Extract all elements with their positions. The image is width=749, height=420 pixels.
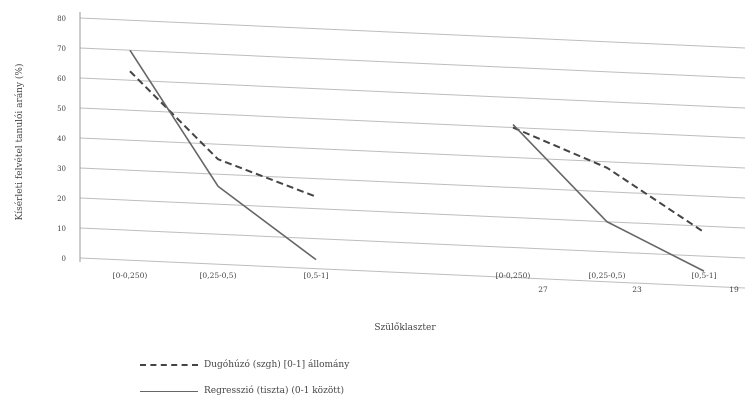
x-tick-label: [0,25-0,5) [588,271,625,280]
x-axis-label: Szülőklaszter [374,322,436,333]
gridline [79,167,746,199]
gridline [79,227,746,259]
y-tick-label: 20 [57,195,66,203]
x-tick-label-suffix: 19 [729,285,739,294]
y-tick-label: 80 [57,15,66,23]
gridline [79,137,746,169]
y-axis-label: Kísérleti felvétel tanulói arány (%) [14,64,25,221]
x-tick-label: [0,25-0,5) [199,271,236,280]
gridline [79,77,746,109]
y-tick-label: 60 [57,75,66,83]
legend-label: Dugóhúzó (szgh) [0-1] állomány [204,360,350,370]
gridline [79,107,746,139]
y-tick-label: 0 [62,255,66,263]
gridline [79,17,746,49]
x-tick-label: [0,5-1] [691,271,716,280]
legend-item: Dugóhúzó (szgh) [0-1] állomány [140,352,349,378]
solid-series-line [129,49,317,261]
x-tick-label: [0,5-1] [303,271,328,280]
series [129,49,705,272]
legend-swatch-solid [140,390,198,392]
dashed-series-line [129,70,317,198]
gridline [79,257,746,289]
y-tick-label: 10 [57,225,66,233]
labels: 0 10 20 30 40 50 60 70 80 [0-0,250) [0,25-0,5) [0,5… [57,15,739,294]
dashed-series-line [512,126,705,233]
x-tick-label-suffix: 23 [632,285,642,294]
legend-label: Regresszió (tiszta) (0-1 között) [204,386,344,396]
y-tick-label: 50 [57,105,66,113]
legend-item: Regresszió (tiszta) (0-1 között) [140,378,349,404]
gridline [79,47,746,79]
grid [79,17,746,289]
legend-swatch-dashed [140,364,198,366]
y-tick-label: 30 [57,165,66,173]
x-tick-label: [0-0,250) [496,271,531,280]
gridline [79,197,746,229]
y-tick-label: 70 [57,45,66,53]
x-tick-label-suffix: 27 [538,285,548,294]
legend: Dugóhúzó (szgh) [0-1] állomány Regresszi… [140,352,349,404]
x-tick-label: [0-0,250) [113,271,148,280]
y-tick-label: 40 [57,135,66,143]
solid-series-line [512,123,705,272]
